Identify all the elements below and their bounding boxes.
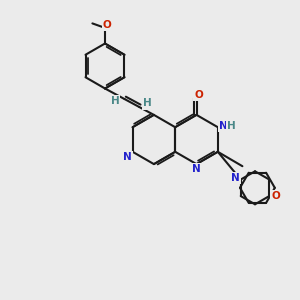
Text: H: H <box>143 98 152 108</box>
Text: N: N <box>219 121 228 131</box>
Text: O: O <box>272 191 280 201</box>
Text: O: O <box>194 89 203 100</box>
Text: N: N <box>123 152 132 162</box>
Text: N: N <box>231 173 240 183</box>
Text: O: O <box>103 20 112 30</box>
Text: H: H <box>227 121 236 131</box>
Text: H: H <box>111 97 119 106</box>
Text: N: N <box>192 164 201 175</box>
